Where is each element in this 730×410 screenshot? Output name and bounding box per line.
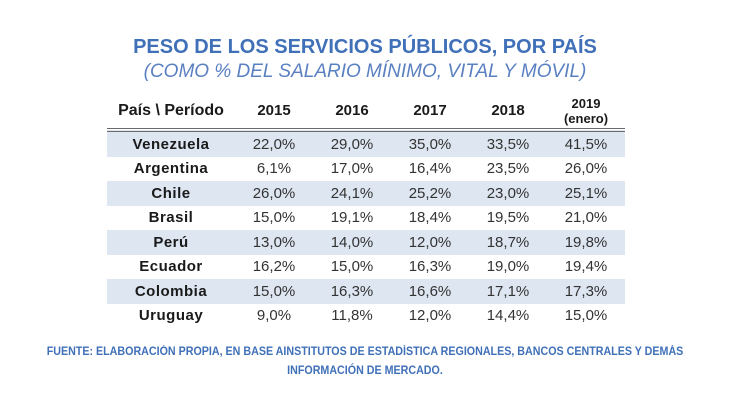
- country-cell: Chile: [107, 181, 235, 206]
- country-cell: Brasil: [148, 209, 194, 227]
- header-year: 2016: [313, 93, 391, 132]
- value-cell: 6,1%: [256, 160, 292, 178]
- table-title: PESO DE LOS SERVICIOS PÚBLICOS, POR PAÍS: [133, 36, 597, 58]
- value-cell: 19,4%: [564, 258, 608, 276]
- value-cell: 23,0%: [469, 181, 547, 206]
- header-year: 2017: [391, 93, 469, 132]
- value-cell: 16,2%: [252, 258, 296, 276]
- header-country: País \ Período: [107, 93, 235, 132]
- value-cell: 16,6%: [391, 279, 469, 304]
- table-row: Chile 26,0% 24,1% 25,2% 23,0% 25,1%: [107, 181, 625, 206]
- value-cell: 16,4%: [408, 160, 452, 178]
- value-cell: 24,1%: [313, 181, 391, 206]
- footer-line-1: FUENTE: ELABORACIÓN PROPIA, EN BASE AINS…: [46, 346, 684, 358]
- value-cell: 35,0%: [391, 130, 469, 157]
- data-table: País \ Período 2015 2016 2017 2018 2019 …: [107, 93, 625, 328]
- value-cell: 26,0%: [564, 160, 608, 178]
- country-cell: Venezuela: [107, 130, 235, 157]
- table-row: Brasil 15,0% 19,1% 18,4% 19,5% 21,0%: [107, 206, 625, 231]
- table-row: Argentina 6,1% 17,0% 16,4% 23,5% 26,0%: [107, 157, 625, 182]
- value-cell: 11,8%: [331, 307, 373, 325]
- value-cell: 16,3%: [313, 279, 391, 304]
- value-cell: 25,1%: [547, 181, 625, 206]
- value-cell: 12,0%: [408, 307, 452, 325]
- country-cell: Colombia: [107, 279, 235, 304]
- value-cell: 29,0%: [313, 130, 391, 157]
- value-cell: 9,0%: [256, 307, 292, 325]
- value-cell: 15,0%: [330, 258, 374, 276]
- value-cell: 19,8%: [547, 230, 625, 255]
- table-row: Perú 13,0% 14,0% 12,0% 18,7% 19,8%: [107, 230, 625, 255]
- value-cell: 15,0%: [564, 307, 608, 325]
- value-cell: 21,0%: [564, 209, 608, 227]
- value-cell: 25,2%: [391, 181, 469, 206]
- table-row: Colombia 15,0% 16,3% 16,6% 17,1% 17,3%: [107, 279, 625, 304]
- value-cell: 23,5%: [486, 160, 530, 178]
- value-cell: 22,0%: [235, 130, 313, 157]
- value-cell: 18,7%: [469, 230, 547, 255]
- header-year: 2015: [235, 93, 313, 132]
- value-cell: 19,0%: [486, 258, 530, 276]
- footer-line-2: INFORMACIÓN DE MERCADO.: [287, 365, 443, 377]
- table-row: Venezuela 22,0% 29,0% 35,0% 33,5% 41,5%: [107, 130, 625, 157]
- value-cell: 19,5%: [486, 209, 530, 227]
- value-cell: 17,3%: [547, 279, 625, 304]
- value-cell: 16,3%: [408, 258, 452, 276]
- value-cell: 15,0%: [252, 209, 296, 227]
- value-cell: 17,1%: [469, 279, 547, 304]
- header-year-2019-note: (enero): [563, 110, 609, 126]
- value-cell: 14,0%: [313, 230, 391, 255]
- value-cell: 18,4%: [408, 209, 452, 227]
- value-cell: 17,0%: [330, 160, 374, 178]
- header-year-2019: 2019 (enero): [547, 93, 625, 132]
- header-year-2019-label: 2019: [571, 95, 601, 111]
- country-cell: Argentina: [133, 160, 209, 178]
- value-cell: 26,0%: [235, 181, 313, 206]
- value-cell: 13,0%: [235, 230, 313, 255]
- value-cell: 14,4%: [486, 307, 530, 325]
- table-row: Ecuador 16,2% 15,0% 16,3% 19,0% 19,4%: [107, 255, 625, 280]
- country-cell: Ecuador: [139, 258, 203, 276]
- table-header-row: País \ Período 2015 2016 2017 2018 2019 …: [107, 93, 625, 132]
- header-year: 2018: [469, 93, 547, 132]
- country-cell: Perú: [107, 230, 235, 255]
- table-subtitle: (COMO % DEL SALARIO MÍNIMO, VITAL Y MÓVI…: [143, 61, 587, 82]
- value-cell: 41,5%: [547, 130, 625, 157]
- table-row: Uruguay 9,0% 11,8% 12,0% 14,4% 15,0%: [107, 304, 625, 329]
- value-cell: 12,0%: [391, 230, 469, 255]
- value-cell: 33,5%: [469, 130, 547, 157]
- source-footer: FUENTE: ELABORACIÓN PROPIA, EN BASE AINS…: [26, 343, 705, 381]
- value-cell: 15,0%: [235, 279, 313, 304]
- value-cell: 19,1%: [330, 209, 374, 227]
- country-cell: Uruguay: [138, 307, 204, 325]
